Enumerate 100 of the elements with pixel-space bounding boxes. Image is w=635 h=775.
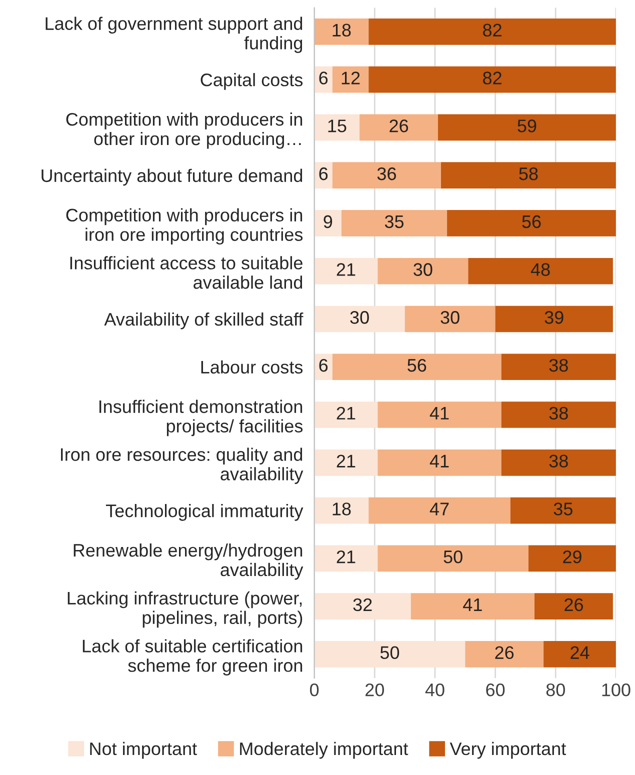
- y-tick-label: Competition with producers in other iron ore producing…: [66, 112, 302, 149]
- data-label: 50: [380, 646, 400, 660]
- bar: [314, 641, 466, 668]
- x-tick-label: 60: [486, 683, 505, 696]
- bar: [378, 545, 528, 572]
- bar: [314, 18, 369, 45]
- bar: [332, 162, 442, 189]
- data-label: 6: [319, 358, 328, 372]
- data-label: 82: [483, 72, 502, 84]
- data-label: 21: [336, 263, 356, 276]
- data-label: 50: [444, 550, 462, 564]
- y-tick-label: Uncertainty about future demand: [42, 168, 302, 186]
- data-label: 82: [483, 24, 502, 37]
- data-label: 30: [350, 311, 369, 324]
- y-tick-label: Iron ore resources: quality and availability: [61, 448, 304, 484]
- data-label: 18: [332, 502, 351, 516]
- bar: [510, 497, 616, 524]
- data-label: 6: [319, 72, 328, 84]
- bar: [332, 66, 369, 93]
- data-label: 39: [544, 311, 564, 324]
- bar: [314, 545, 378, 572]
- data-label: 21: [336, 550, 356, 564]
- data-label: 6: [319, 167, 328, 180]
- bar: [438, 114, 616, 141]
- data-label: 41: [463, 598, 482, 611]
- bar: [378, 402, 502, 428]
- data-label: 26: [390, 120, 408, 132]
- bar: [441, 162, 616, 189]
- data-label: 56: [522, 215, 541, 228]
- y-tick-label: Lack of suitable certification scheme for green iron: [82, 639, 302, 676]
- bar: [378, 258, 468, 284]
- data-label: 38: [549, 358, 568, 372]
- data-label: 12: [342, 72, 360, 84]
- data-label: 26: [564, 598, 583, 612]
- data-label: 24: [570, 646, 590, 659]
- data-label: 15: [328, 120, 346, 132]
- data-label: 29: [563, 550, 582, 564]
- bar: [314, 497, 369, 524]
- bar: [447, 210, 616, 236]
- y-tick-label: Insufficient demonstration projects/ facilities: [99, 400, 303, 436]
- bar: [314, 449, 378, 476]
- data-label: 18: [332, 24, 351, 37]
- bar: [368, 18, 616, 45]
- data-label: 32: [353, 598, 372, 612]
- bar: [495, 306, 613, 332]
- bar: [534, 593, 613, 620]
- data-label: 56: [408, 358, 426, 372]
- bar: [378, 449, 502, 476]
- data-label: 9: [324, 215, 332, 228]
- y-tick-label: Availability of skilled staff: [104, 312, 304, 330]
- bar: [314, 593, 411, 620]
- x-tick-label: 20: [366, 683, 384, 696]
- legend-label: Not important: [90, 742, 197, 759]
- data-label: 47: [430, 502, 449, 516]
- data-label: 38: [549, 454, 568, 468]
- data-label: 36: [377, 167, 396, 180]
- x-tick-label: 80: [546, 683, 565, 696]
- bar: [368, 66, 616, 93]
- data-label: 59: [518, 120, 536, 132]
- legend-label: Very important: [450, 742, 566, 759]
- bar: [410, 593, 535, 620]
- legend-label: Moderately important: [240, 742, 408, 759]
- data-label: 35: [554, 502, 572, 516]
- data-label: 41: [430, 407, 449, 420]
- bar: [501, 449, 616, 476]
- data-label: 38: [549, 406, 568, 420]
- bar: [332, 354, 502, 380]
- data-label: 30: [440, 311, 460, 324]
- x-tick-label: 40: [425, 683, 444, 696]
- y-tick-label: Renewable energy/hydrogen availability: [74, 543, 304, 580]
- bar: [465, 641, 544, 668]
- bar: [314, 114, 360, 141]
- data-label: 21: [336, 454, 356, 468]
- y-tick-label: Lacking infrastructure (power, pipelines, rail, ports): [68, 591, 302, 628]
- data-label: 48: [530, 263, 550, 276]
- bar: [544, 641, 616, 668]
- y-tick-label: Technological immaturity: [106, 504, 304, 521]
- y-tick-label: Capital costs: [200, 73, 303, 90]
- y-tick-label: Competition with producers in iron ore importing countries: [66, 208, 303, 245]
- data-label: 30: [414, 263, 432, 276]
- bar: [314, 210, 342, 236]
- bar: [468, 258, 613, 284]
- y-tick-label: Lack of government support and funding: [46, 16, 302, 54]
- x-tick-label: 0: [310, 683, 319, 696]
- bar: [501, 354, 616, 380]
- bar: [368, 497, 510, 524]
- bar: [341, 210, 448, 236]
- x-tick-label: 100: [602, 683, 630, 696]
- data-label: 58: [519, 167, 538, 180]
- bar: [501, 402, 616, 428]
- bar: [528, 545, 616, 572]
- bar: [404, 306, 496, 332]
- data-label: 35: [384, 215, 404, 228]
- bar: [314, 402, 378, 428]
- bar: [360, 114, 438, 141]
- bar: [314, 258, 378, 284]
- data-label: 26: [495, 646, 514, 660]
- y-tick-label: Labour costs: [201, 360, 303, 374]
- y-tick-label: Insufficient access to suitable available land: [70, 256, 302, 289]
- data-label: 41: [430, 454, 449, 468]
